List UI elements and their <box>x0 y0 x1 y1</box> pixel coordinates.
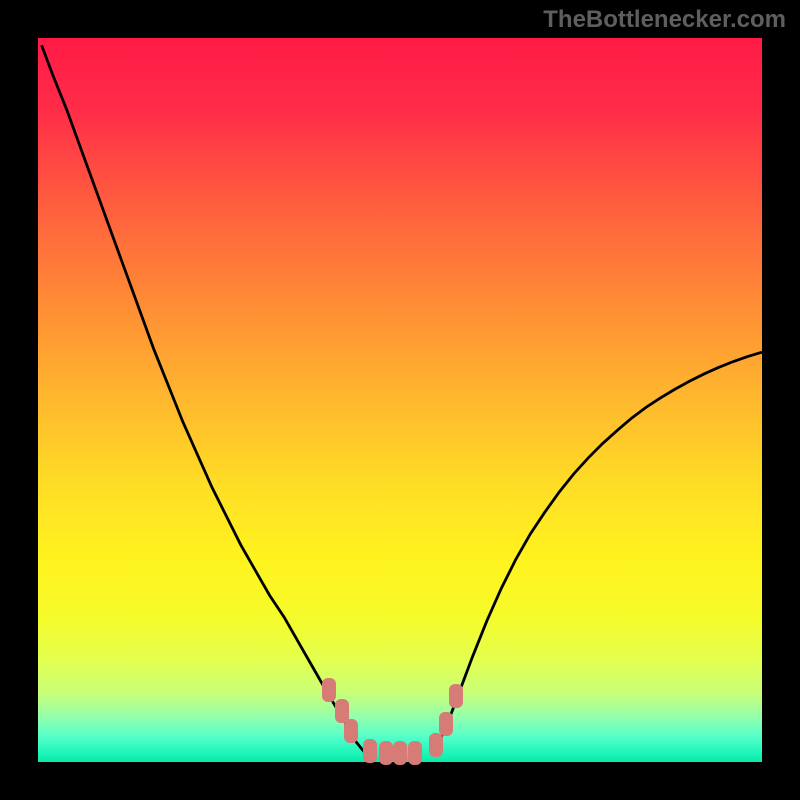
figure-root: TheBottlenecker.com <box>0 0 800 800</box>
marker-layer <box>38 38 762 762</box>
curve-marker <box>363 739 377 763</box>
curve-marker <box>449 684 463 708</box>
plot-area <box>38 38 762 762</box>
curve-marker <box>344 719 358 743</box>
curve-marker <box>429 733 443 757</box>
curve-marker <box>439 712 453 736</box>
watermark-text: TheBottlenecker.com <box>543 6 786 34</box>
curve-marker <box>393 741 407 765</box>
curve-marker <box>322 678 336 702</box>
curve-marker <box>379 741 393 765</box>
curve-marker <box>408 741 422 765</box>
